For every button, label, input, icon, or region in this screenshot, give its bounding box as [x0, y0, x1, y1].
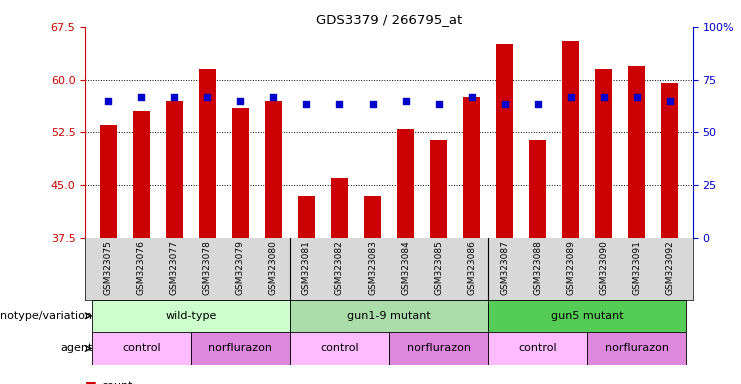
Text: norflurazon: norflurazon	[208, 343, 273, 354]
Bar	[397, 129, 413, 238]
Text: GSM323091: GSM323091	[632, 240, 641, 295]
Text: gun1-9 mutant: gun1-9 mutant	[347, 311, 431, 321]
Point	[268, 94, 279, 100]
Bar	[496, 45, 513, 238]
Point	[433, 101, 445, 108]
Text: GSM323092: GSM323092	[665, 240, 674, 295]
Text: agent: agent	[60, 343, 93, 354]
Bar	[431, 139, 447, 238]
Point	[234, 98, 246, 104]
Bar	[298, 196, 315, 238]
Bar	[199, 69, 216, 238]
Text: count: count	[102, 381, 133, 384]
Bar	[191, 332, 290, 365]
Bar	[662, 83, 678, 238]
Text: GSM323089: GSM323089	[566, 240, 575, 295]
Bar	[562, 41, 579, 238]
Text: GSM323080: GSM323080	[269, 240, 278, 295]
Text: control: control	[122, 343, 161, 354]
Text: norflurazon: norflurazon	[605, 343, 668, 354]
Point	[202, 94, 213, 100]
Bar	[265, 101, 282, 238]
Bar	[365, 196, 381, 238]
Text: GSM323088: GSM323088	[533, 240, 542, 295]
Text: GSM323078: GSM323078	[203, 240, 212, 295]
Point	[664, 98, 676, 104]
Text: norflurazon: norflurazon	[407, 343, 471, 354]
Bar	[92, 300, 290, 332]
Bar	[628, 66, 645, 238]
Point	[333, 101, 345, 108]
Bar	[331, 178, 348, 238]
Text: wild-type: wild-type	[165, 311, 216, 321]
Bar	[488, 300, 686, 332]
Bar	[166, 101, 182, 238]
Point	[565, 94, 576, 100]
Bar	[290, 300, 488, 332]
Text: GSM323075: GSM323075	[104, 240, 113, 295]
Bar	[488, 332, 587, 365]
Text: GSM323084: GSM323084	[401, 240, 410, 295]
Point	[532, 101, 544, 108]
Point	[168, 94, 180, 100]
Text: control: control	[518, 343, 557, 354]
Point	[399, 98, 411, 104]
Point	[465, 94, 477, 100]
Text: ■: ■	[85, 379, 97, 384]
Text: GSM323086: GSM323086	[467, 240, 476, 295]
Text: genotype/variation: genotype/variation	[0, 311, 93, 321]
Bar	[133, 111, 150, 238]
Point	[102, 98, 114, 104]
Text: GSM323079: GSM323079	[236, 240, 245, 295]
Title: GDS3379 / 266795_at: GDS3379 / 266795_at	[316, 13, 462, 26]
Bar	[389, 332, 488, 365]
Text: control: control	[320, 343, 359, 354]
Text: GSM323083: GSM323083	[368, 240, 377, 295]
Bar	[587, 332, 686, 365]
Text: gun5 mutant: gun5 mutant	[551, 311, 623, 321]
Text: GSM323085: GSM323085	[434, 240, 443, 295]
Point	[631, 94, 642, 100]
Bar	[463, 97, 480, 238]
Point	[598, 94, 610, 100]
Text: GSM323087: GSM323087	[500, 240, 509, 295]
Bar	[290, 332, 389, 365]
Text: GSM323077: GSM323077	[170, 240, 179, 295]
Point	[499, 101, 511, 108]
Bar	[232, 108, 249, 238]
Bar	[92, 332, 191, 365]
Point	[301, 101, 313, 108]
Bar	[529, 139, 546, 238]
Bar	[596, 69, 612, 238]
Point	[367, 101, 379, 108]
Text: GSM323090: GSM323090	[599, 240, 608, 295]
Point	[136, 94, 147, 100]
Bar	[100, 126, 116, 238]
Text: GSM323076: GSM323076	[137, 240, 146, 295]
Text: GSM323081: GSM323081	[302, 240, 311, 295]
Text: GSM323082: GSM323082	[335, 240, 344, 295]
